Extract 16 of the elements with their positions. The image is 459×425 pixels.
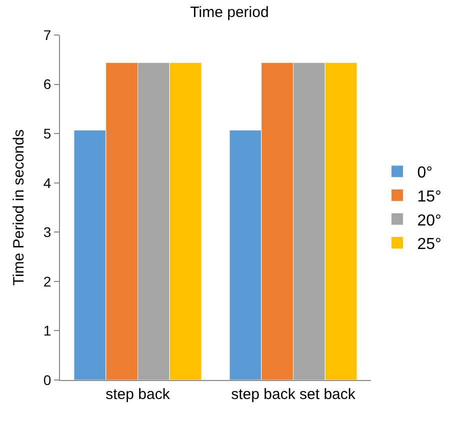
y-tick-label: 4 bbox=[43, 174, 52, 191]
legend-label: 25° bbox=[417, 236, 442, 254]
y-tick-label: 0 bbox=[43, 372, 52, 388]
legend-label: 0° bbox=[417, 164, 433, 182]
y-tick-label: 6 bbox=[43, 76, 52, 92]
y-axis-title: Time Period in seconds bbox=[10, 129, 28, 286]
y-tick-label: 7 bbox=[43, 26, 52, 43]
y-tick-label: 5 bbox=[43, 125, 52, 142]
legend-label: 15° bbox=[417, 188, 442, 206]
legend-label: 20° bbox=[417, 212, 442, 230]
y-tick-label: 2 bbox=[43, 273, 52, 290]
chart-title: Time period bbox=[190, 4, 269, 21]
x-tick-label: step back set back bbox=[231, 386, 356, 403]
x-tick-label: step back bbox=[106, 386, 170, 403]
y-tick-label: 1 bbox=[43, 322, 52, 339]
y-tick-label: 3 bbox=[43, 224, 52, 240]
